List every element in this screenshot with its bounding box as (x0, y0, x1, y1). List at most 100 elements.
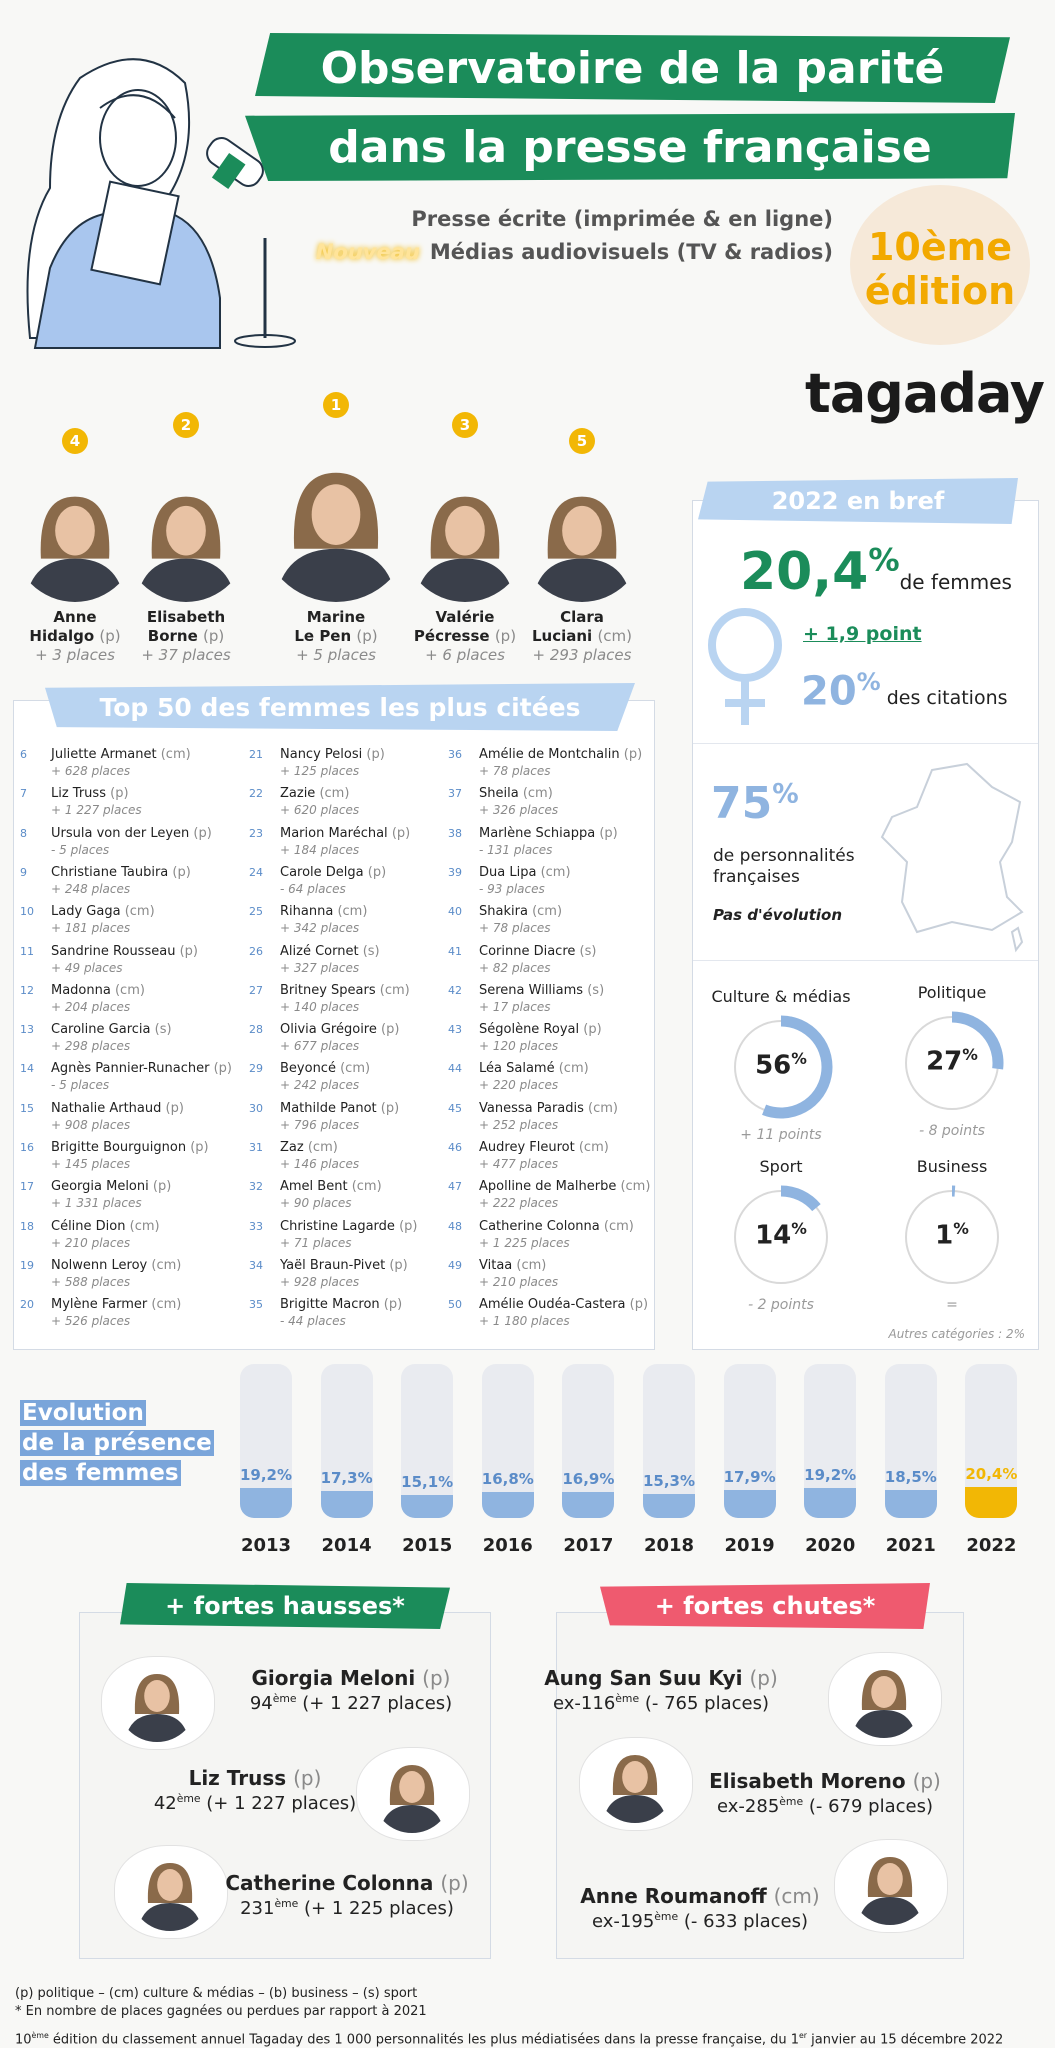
entry-name: Yaël Braun-Pivet (p) (280, 1258, 408, 1273)
rank: 20 (20, 1298, 34, 1312)
change: + 298 places (51, 1039, 131, 1054)
category: (cm) (340, 1061, 371, 1077)
donut-arc (951, 1011, 1004, 1070)
change: + 222 places (479, 1196, 559, 1211)
shoulders (125, 1714, 189, 1742)
unit: % (953, 1220, 969, 1238)
photo (844, 1658, 924, 1738)
french-label: de personnalités françaises (713, 846, 855, 887)
entry-name: Amel Bent (cm) (280, 1179, 382, 1194)
category: (p) (367, 864, 387, 880)
change: + 1 180 places (479, 1314, 570, 1329)
entry-name: Zaz (cm) (280, 1140, 338, 1155)
rank: 11 (20, 944, 34, 958)
name-line: Le Pen (p) (256, 627, 416, 645)
name: Lady Gaga (51, 904, 121, 920)
title-line: Evolution (20, 1398, 214, 1428)
title-line1: Observatoire de la parité (255, 33, 1010, 103)
donut-value: 27% (902, 1046, 1002, 1077)
change: + 526 places (51, 1314, 131, 1329)
rank: 43 (448, 1023, 462, 1037)
entry-name: Caroline Garcia (s) (51, 1022, 172, 1037)
mover-rank: ex-116ème (- 765 places) (511, 1692, 811, 1714)
name: Hidalgo (29, 627, 95, 645)
change: + 1 331 places (51, 1196, 142, 1211)
shoulders (532, 558, 632, 602)
face (622, 1761, 648, 1793)
entry-name: Ségolène Royal (p) (479, 1022, 602, 1037)
entry-name: Brigitte Bourguignon (p) (51, 1140, 209, 1155)
category: (cm) (620, 1179, 651, 1195)
category-change: - 8 points (919, 1123, 985, 1139)
top50-title: Top 50 des femmes les plus citées (45, 683, 635, 731)
bar-label: 19,2% (804, 1466, 857, 1485)
entry-name: Rihanna (cm) (280, 904, 367, 919)
category: (cm) (773, 1884, 820, 1908)
name: Mathilde Panot (280, 1100, 377, 1116)
name: Juliette Armanet (51, 747, 157, 762)
category: (p) (623, 747, 643, 762)
rank-badge: 4 (62, 428, 88, 454)
name: Caroline Garcia (51, 1022, 151, 1038)
category: (p) (293, 1766, 322, 1790)
bar-label: 16,9% (562, 1469, 615, 1488)
entry-name: Lady Gaga (cm) (51, 904, 155, 919)
photo (372, 1753, 452, 1833)
category: (cm) (337, 904, 368, 920)
bar-track (481, 1364, 534, 1518)
category: (p) (422, 1666, 451, 1690)
entry-name: Ursula von der Leyen (p) (51, 826, 212, 841)
change: + 928 places (280, 1274, 360, 1289)
rank: 10 (20, 905, 34, 919)
unit: % (772, 778, 799, 810)
change: + 342 places (280, 921, 360, 936)
bar-label: 19,2% (239, 1466, 293, 1485)
name: Brigitte Macron (280, 1297, 380, 1313)
shoulders (852, 1710, 916, 1738)
category: (cm) (522, 786, 553, 802)
change: + 49 places (51, 960, 123, 975)
rank: 44 (448, 1062, 462, 1076)
change: + 477 places (479, 1157, 559, 1171)
change: + 1 227 places (51, 803, 142, 818)
rank: 48 (448, 1219, 462, 1233)
photo (260, 450, 412, 602)
shoulders (136, 558, 236, 602)
rank: 32 (249, 1180, 263, 1194)
title-line2: dans la presse française (245, 113, 1015, 181)
women-share: 20,4%de femmes (740, 542, 1012, 602)
bar-track (804, 1364, 857, 1518)
rank: 49 (448, 1258, 462, 1272)
bar-track (643, 1364, 695, 1518)
donut-arc (780, 1185, 821, 1212)
name: Léa Salamé (479, 1061, 555, 1077)
year-label: 2017 (563, 1535, 614, 1556)
name: Apolline de Malherbe (479, 1179, 617, 1195)
entry-name: Sheila (cm) (479, 786, 553, 801)
category: (s) (154, 1022, 172, 1038)
change: + 210 places (479, 1274, 559, 1289)
change: + 620 places (280, 803, 360, 818)
name: Rihanna (280, 904, 334, 920)
entry-name: Olivia Grégoire (p) (280, 1022, 399, 1037)
category: (cm) (151, 1257, 182, 1273)
category: (cm) (160, 747, 191, 762)
french-change: Pas d'évolution (713, 906, 843, 924)
rank: 33 (249, 1219, 263, 1233)
name: Nathalie Arthaud (51, 1100, 162, 1116)
face (144, 1680, 170, 1712)
entry-name: Brigitte Macron (p) (280, 1297, 402, 1312)
category: (p) (356, 627, 378, 645)
name: Brigitte Bourguignon (51, 1140, 187, 1155)
category: (cm) (603, 1218, 634, 1234)
rank: ex-195 (592, 1911, 655, 1932)
year-label: 2020 (805, 1535, 856, 1556)
illustration (26, 58, 296, 349)
mover-name: Aung San Suu Kyi (p) (511, 1666, 811, 1690)
category: (cm) (129, 1218, 160, 1234)
year-label: 2021 (885, 1535, 936, 1556)
rank: 12 (20, 983, 34, 997)
entry-name: Corinne Diacre (s) (479, 944, 596, 959)
change: + 145 places (51, 1157, 131, 1171)
